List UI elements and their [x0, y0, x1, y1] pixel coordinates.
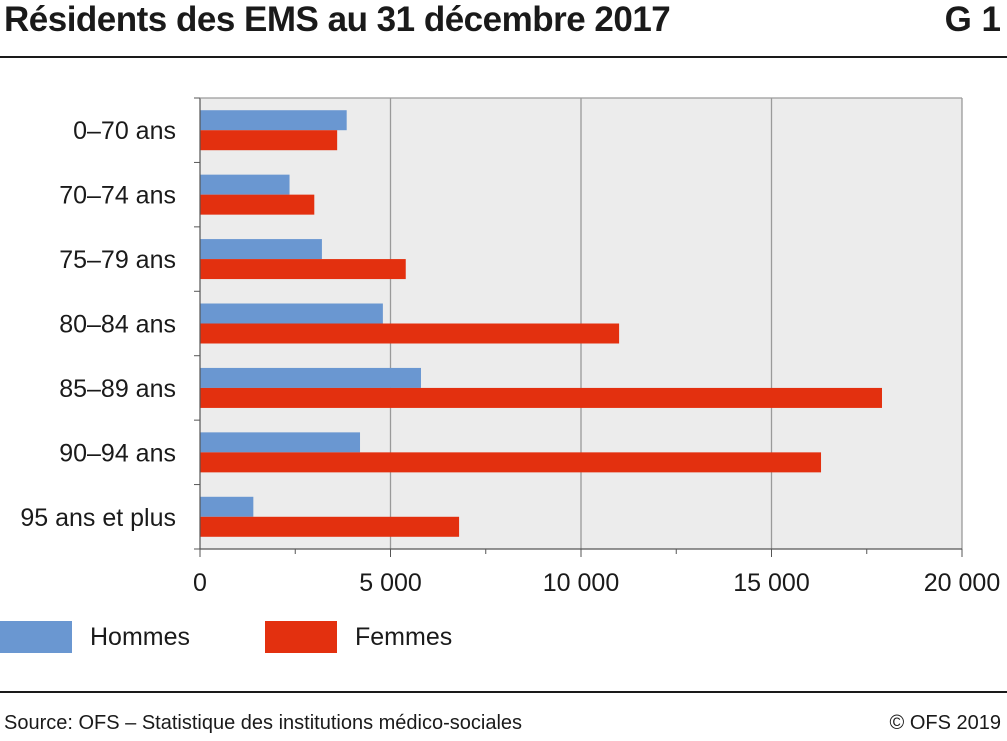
x-tick-label: 5 000: [359, 569, 422, 597]
bar-hommes: [200, 174, 290, 195]
legend-swatch-femmes: [265, 621, 337, 653]
source-note: Source: OFS – Statistique des institutio…: [4, 712, 523, 734]
bottom-rule: [0, 691, 1007, 693]
x-tick-label: 15 000: [733, 569, 809, 597]
legend-item-femmes: Femmes: [265, 621, 452, 653]
x-tick-label: 20 000: [924, 569, 1000, 597]
category-label: 0–70 ans: [73, 117, 176, 145]
legend-label-femmes: Femmes: [355, 622, 453, 651]
bar-femmes: [200, 194, 315, 215]
bar-femmes: [200, 387, 882, 408]
bar-femmes: [200, 516, 460, 537]
bar-femmes: [200, 259, 406, 280]
copyright-note: © OFS 2019: [889, 712, 1001, 734]
bar-hommes: [200, 303, 383, 324]
bar-femmes: [200, 130, 338, 151]
bar-femmes: [200, 452, 822, 473]
bar-hommes: [200, 432, 361, 453]
top-rule: [0, 56, 1007, 58]
bar-femmes: [200, 323, 620, 344]
category-label: 70–74 ans: [59, 182, 176, 210]
legend-label-hommes: Hommes: [90, 622, 191, 651]
legend-swatch-hommes: [0, 621, 72, 653]
legend-item-hommes: Hommes: [0, 621, 190, 653]
bar-hommes: [200, 496, 254, 517]
bar-chart: 0–70 ans 70–74 ans 75–79 ans 80–84 ans 85–89…: [20, 97, 1000, 597]
bar-hommes: [200, 110, 347, 131]
bar-hommes: [200, 367, 421, 388]
chart-title: Résidents des EMS au 31 décembre 2017: [4, 0, 671, 39]
x-tick-label: 10 000: [543, 569, 619, 597]
category-label: 75–79 ans: [59, 246, 176, 274]
category-label: 85–89 ans: [59, 375, 176, 403]
category-label: 80–84 ans: [59, 311, 176, 339]
bar-hommes: [200, 239, 322, 260]
chart-code: G 1: [944, 0, 1001, 39]
x-tick-label: 0: [193, 569, 207, 597]
legend: Hommes Femmes: [0, 621, 1007, 661]
category-label: 90–94 ans: [59, 439, 176, 467]
category-label: 95 ans et plus: [20, 504, 176, 532]
